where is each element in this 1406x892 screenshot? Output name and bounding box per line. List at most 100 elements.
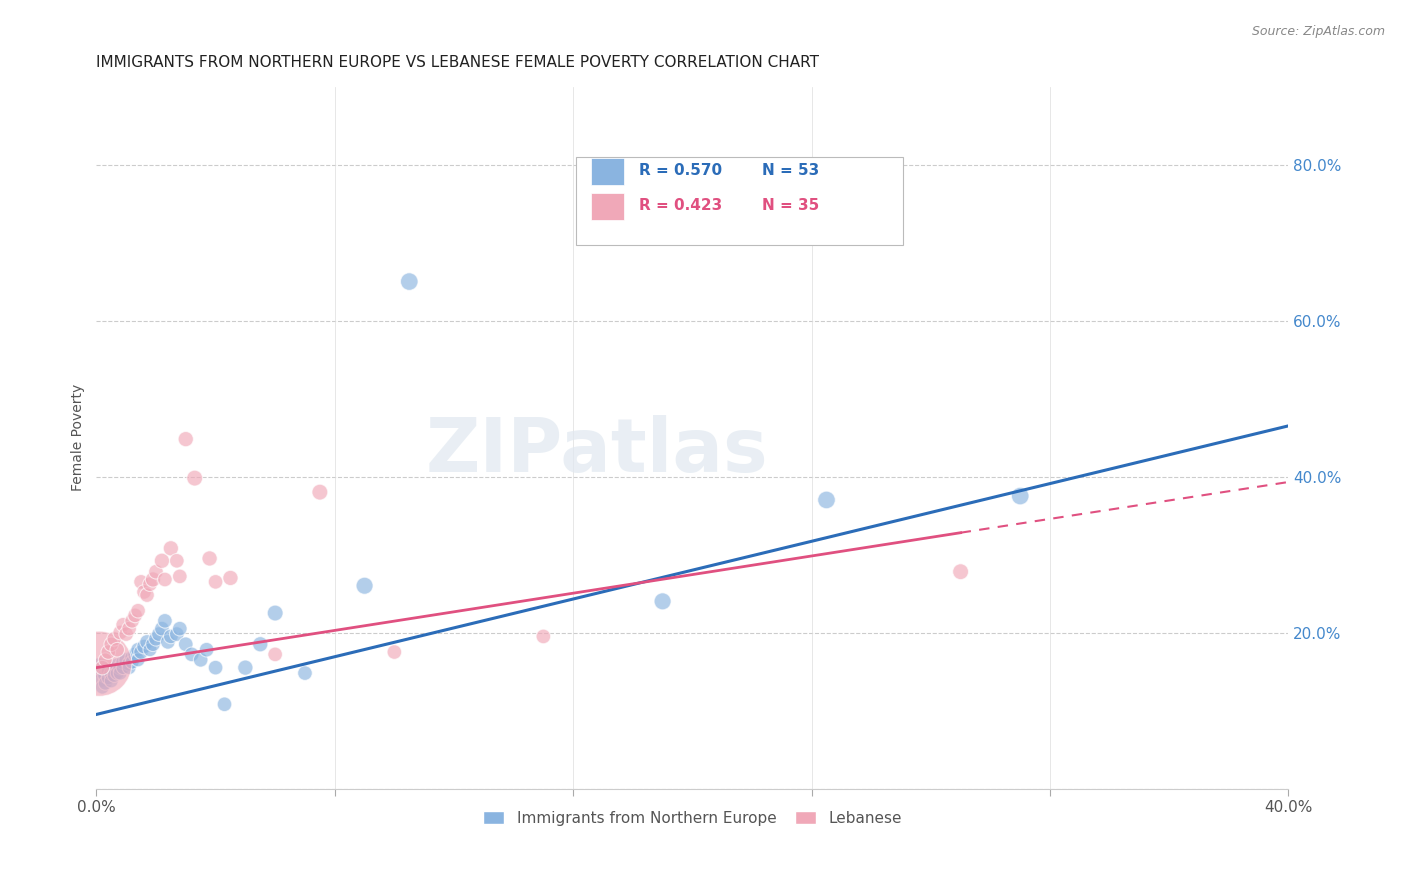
- Point: [121, 614, 143, 628]
- Point: [949, 565, 972, 579]
- Point: [531, 629, 554, 643]
- Point: [198, 551, 221, 566]
- Point: [264, 648, 287, 662]
- Point: [309, 485, 332, 500]
- Text: Source: ZipAtlas.com: Source: ZipAtlas.com: [1251, 25, 1385, 38]
- Point: [129, 645, 152, 659]
- Point: [100, 637, 122, 651]
- Point: [174, 637, 197, 651]
- Point: [100, 666, 122, 681]
- Point: [398, 275, 420, 289]
- Y-axis label: Female Poverty: Female Poverty: [72, 384, 86, 491]
- Point: [204, 574, 226, 589]
- Text: IMMIGRANTS FROM NORTHERN EUROPE VS LEBANESE FEMALE POVERTY CORRELATION CHART: IMMIGRANTS FROM NORTHERN EUROPE VS LEBAN…: [97, 55, 820, 70]
- Text: N = 35: N = 35: [762, 198, 818, 213]
- Point: [103, 632, 125, 646]
- Point: [97, 671, 120, 685]
- Point: [97, 665, 120, 679]
- Point: [169, 569, 191, 583]
- Point: [160, 629, 183, 643]
- Point: [115, 627, 138, 641]
- Point: [100, 673, 122, 688]
- Point: [103, 663, 125, 677]
- Point: [235, 660, 257, 674]
- Point: [108, 660, 131, 674]
- Point: [153, 614, 176, 628]
- Point: [150, 554, 173, 568]
- Point: [264, 606, 287, 620]
- Point: [91, 680, 114, 694]
- Point: [115, 653, 138, 667]
- Point: [353, 579, 375, 593]
- Point: [94, 653, 117, 667]
- Point: [150, 622, 173, 636]
- Point: [142, 573, 165, 587]
- FancyBboxPatch shape: [575, 157, 904, 244]
- Text: N = 53: N = 53: [762, 163, 818, 178]
- Point: [153, 573, 176, 587]
- Point: [112, 617, 135, 632]
- Point: [815, 492, 838, 507]
- Point: [145, 632, 167, 646]
- Point: [89, 660, 111, 674]
- Point: [136, 635, 159, 649]
- Point: [156, 635, 179, 649]
- Text: R = 0.423: R = 0.423: [638, 198, 723, 213]
- Point: [166, 554, 188, 568]
- Point: [382, 645, 405, 659]
- Text: ZIPatlas: ZIPatlas: [426, 415, 768, 488]
- Point: [180, 648, 202, 662]
- Point: [105, 642, 128, 657]
- Point: [97, 645, 120, 659]
- Point: [145, 565, 167, 579]
- Legend: Immigrants from Northern Europe, Lebanese: Immigrants from Northern Europe, Lebanes…: [475, 803, 910, 833]
- Point: [124, 608, 146, 623]
- Point: [127, 642, 149, 657]
- Point: [121, 655, 143, 669]
- Point: [108, 625, 131, 640]
- Point: [166, 627, 188, 641]
- Point: [132, 585, 155, 599]
- Point: [94, 668, 117, 682]
- Point: [169, 622, 191, 636]
- Point: [249, 637, 271, 651]
- Point: [132, 640, 155, 654]
- Point: [142, 637, 165, 651]
- Point: [190, 653, 212, 667]
- Point: [219, 571, 242, 585]
- Point: [103, 668, 125, 682]
- Point: [214, 698, 236, 712]
- Point: [139, 642, 162, 657]
- Point: [148, 627, 170, 641]
- Text: R = 0.570: R = 0.570: [638, 163, 721, 178]
- Point: [129, 574, 152, 589]
- Point: [174, 432, 197, 446]
- Point: [118, 660, 141, 674]
- Point: [160, 541, 183, 556]
- Point: [204, 660, 226, 674]
- Point: [118, 657, 141, 671]
- Point: [121, 650, 143, 665]
- Point: [183, 471, 205, 485]
- Point: [118, 622, 141, 636]
- FancyBboxPatch shape: [591, 158, 624, 185]
- FancyBboxPatch shape: [591, 194, 624, 220]
- Point: [89, 657, 111, 671]
- Point: [112, 660, 135, 674]
- Point: [91, 673, 114, 687]
- Point: [124, 648, 146, 662]
- Point: [136, 588, 159, 602]
- Point: [127, 653, 149, 667]
- Point: [105, 666, 128, 681]
- Point: [91, 660, 114, 674]
- Point: [651, 594, 673, 608]
- Point: [127, 604, 149, 618]
- Point: [94, 676, 117, 690]
- Point: [112, 655, 135, 669]
- Point: [139, 577, 162, 591]
- Point: [294, 666, 316, 681]
- Point: [105, 658, 128, 673]
- Point: [1010, 489, 1032, 503]
- Point: [108, 666, 131, 681]
- Point: [195, 642, 218, 657]
